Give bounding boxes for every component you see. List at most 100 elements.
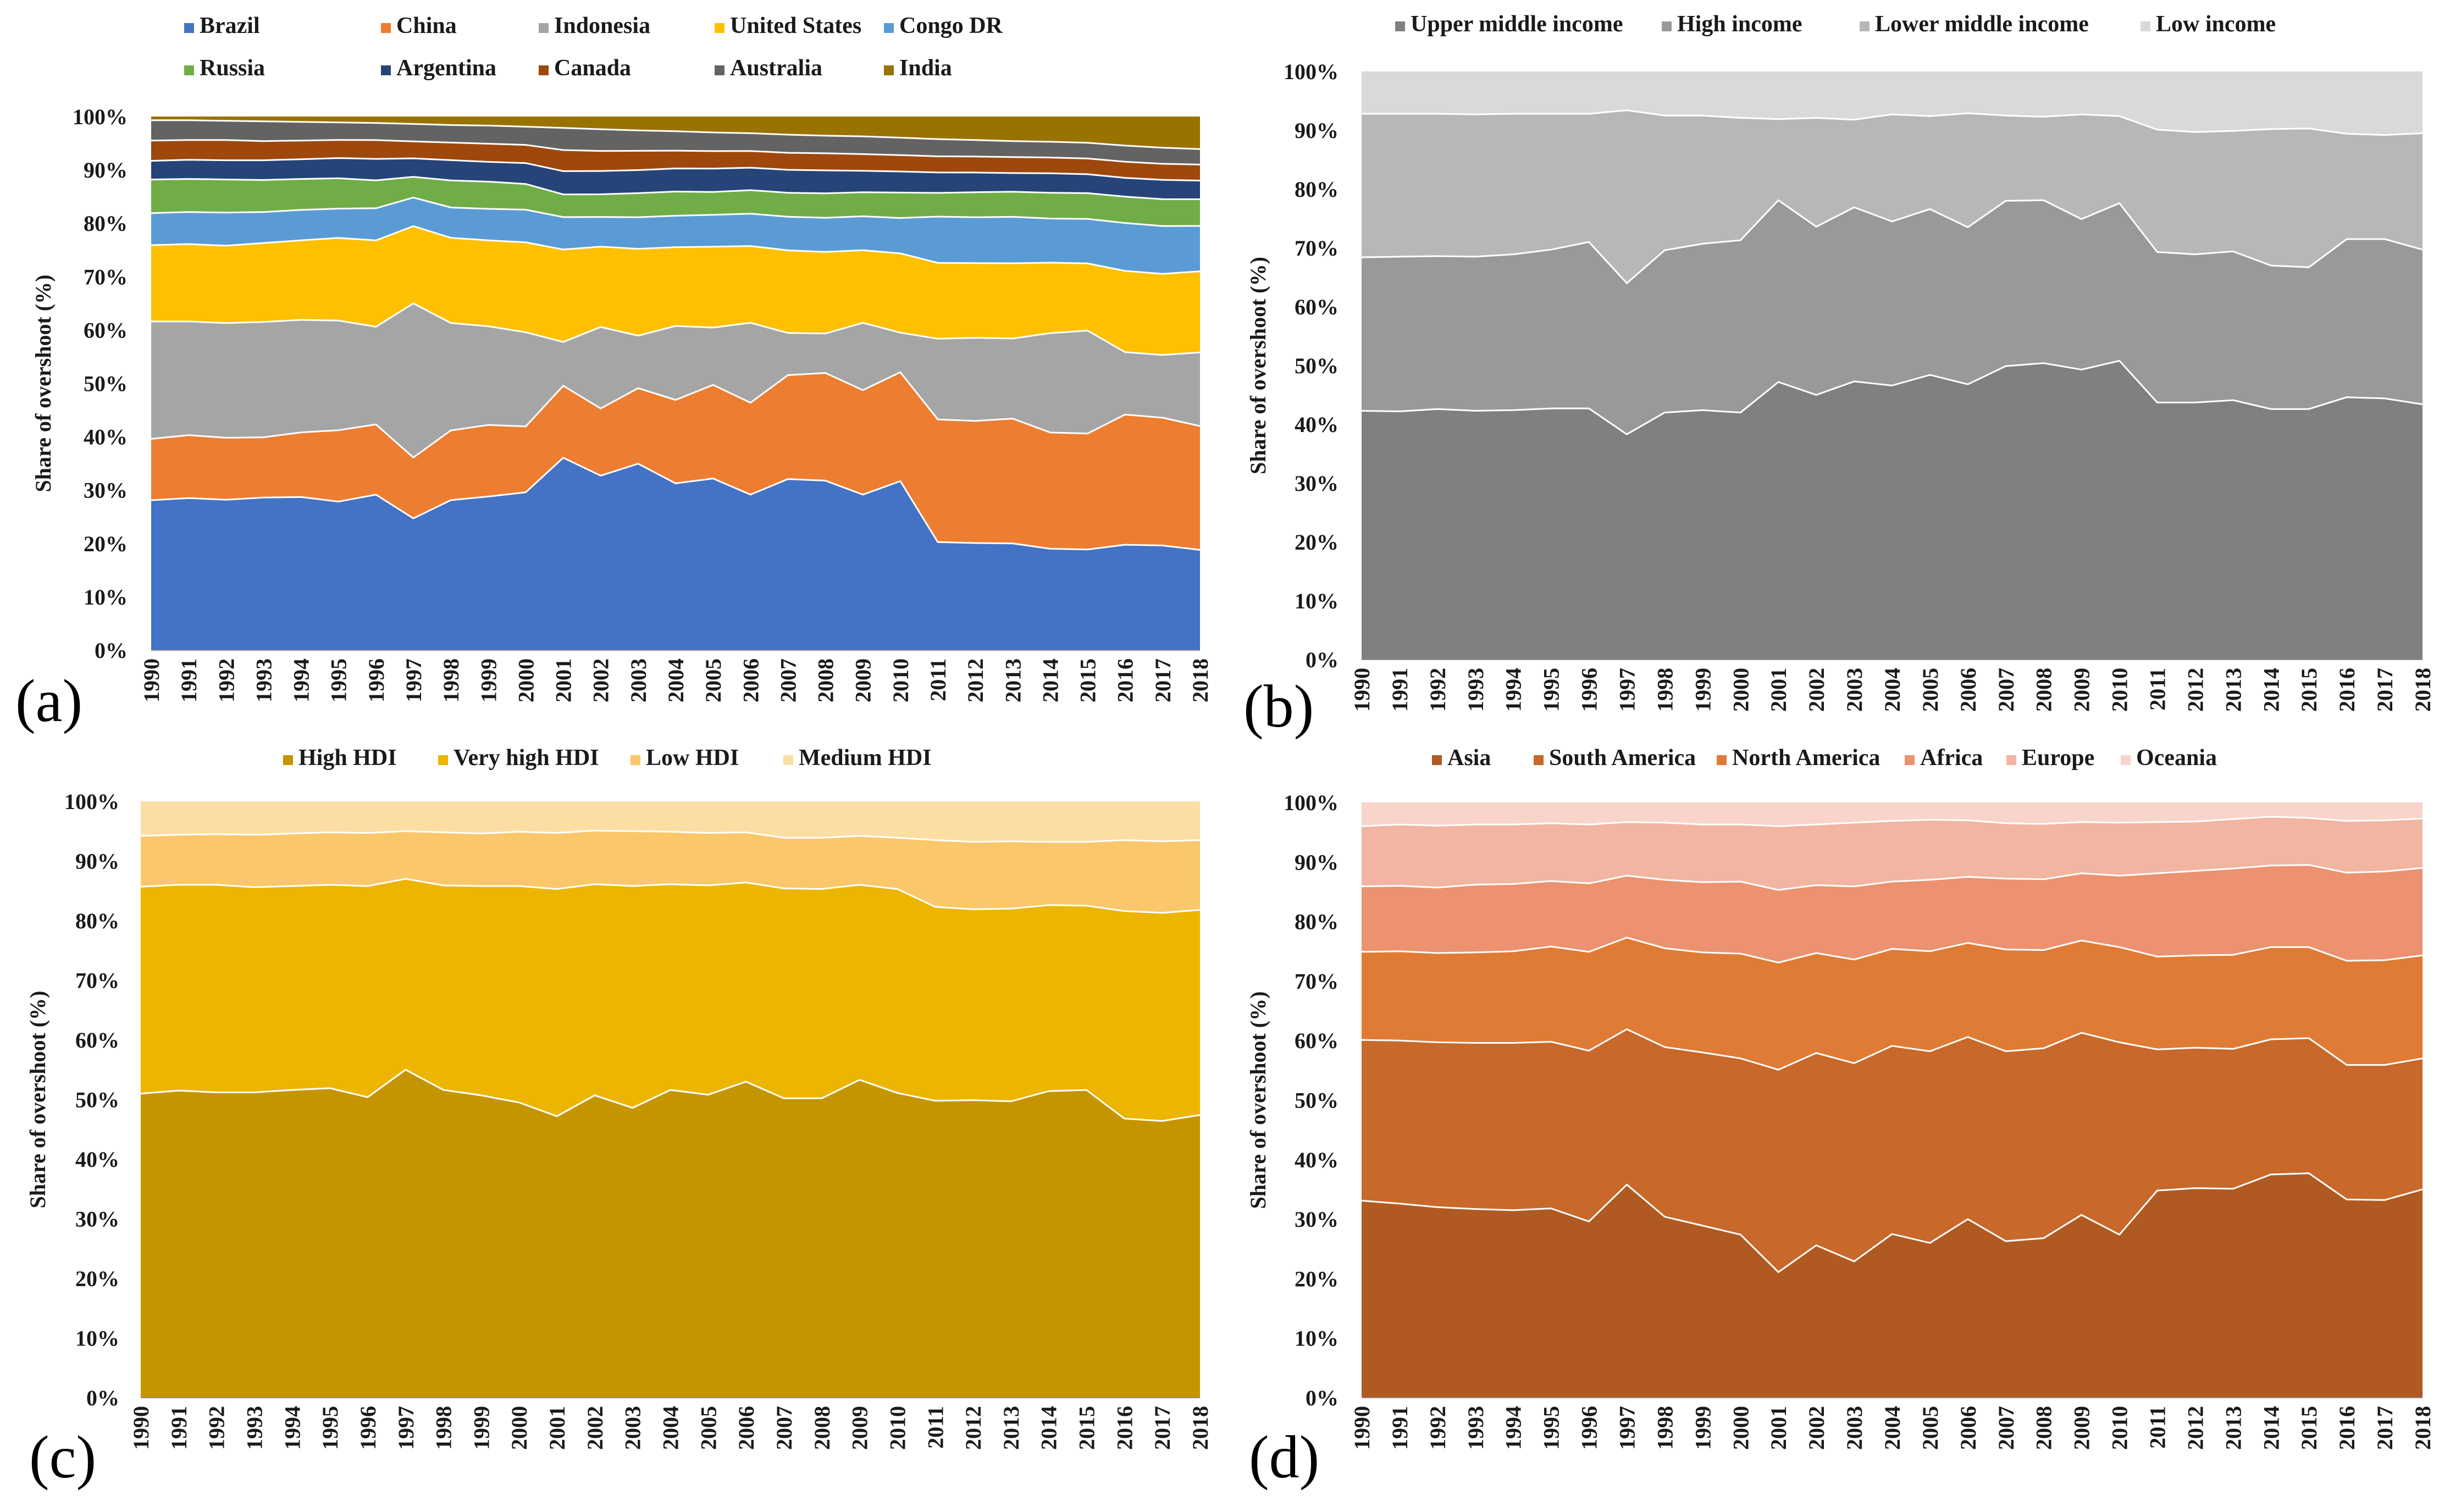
legend-item-medium-hdi: Medium HDI bbox=[783, 745, 932, 771]
area-d-oceania bbox=[1362, 802, 2423, 827]
x-tick-label: 2004 bbox=[1880, 668, 1905, 712]
y-axis-label: Share of overshoot (%) bbox=[1246, 257, 1270, 474]
x-tick-label: 1992 bbox=[214, 658, 239, 702]
x-tick-label: 2001 bbox=[551, 658, 576, 702]
x-tick-label: 2010 bbox=[888, 658, 913, 702]
x-tick-label: 2016 bbox=[1112, 1406, 1137, 1450]
legend-swatch bbox=[184, 65, 194, 75]
y-tick-label: 20% bbox=[1295, 1266, 1339, 1291]
x-tick-label: 2008 bbox=[814, 658, 838, 702]
x-tick-label: 2006 bbox=[734, 1406, 759, 1450]
legend-swatch bbox=[1395, 21, 1405, 31]
x-tick-label: 2016 bbox=[1113, 658, 1138, 702]
legend-swatch bbox=[715, 65, 725, 75]
x-tick-label: 1993 bbox=[242, 1406, 267, 1450]
legend-item-australia: Australia bbox=[715, 56, 822, 81]
x-tick-label: 2002 bbox=[583, 1406, 607, 1450]
x-tick-label: 1990 bbox=[1350, 668, 1374, 712]
x-tick-label: 2005 bbox=[696, 1406, 721, 1450]
y-tick-label: 60% bbox=[1295, 1028, 1339, 1053]
x-tick-label: 2014 bbox=[2259, 668, 2283, 712]
area-a-china bbox=[151, 372, 1200, 550]
divider-line bbox=[1361, 1028, 2423, 1071]
y-tick-label: 40% bbox=[84, 425, 128, 450]
legend-item-europe: Europe bbox=[2006, 745, 2094, 771]
x-tick-label: 2013 bbox=[999, 1406, 1024, 1450]
y-tick-label: 20% bbox=[75, 1266, 119, 1291]
legend-item-brazil: Brazil bbox=[184, 13, 260, 38]
x-tick-label: 1998 bbox=[432, 1406, 456, 1450]
divider-line bbox=[151, 157, 1201, 181]
y-tick-label: 90% bbox=[1295, 118, 1339, 143]
legend-item-asia: Asia bbox=[1432, 745, 1491, 771]
x-tick-label: 2009 bbox=[848, 1406, 872, 1450]
x-tick-label: 1999 bbox=[1690, 1406, 1715, 1450]
legend-swatch bbox=[1905, 755, 1915, 765]
x-tick-label: 2009 bbox=[2070, 1406, 2094, 1450]
x-tick-label: 1991 bbox=[1387, 1406, 1412, 1450]
legend-label: Africa bbox=[1920, 745, 1983, 771]
x-tick-label: 2014 bbox=[1037, 1406, 1061, 1450]
legend-label: Very high HDI bbox=[454, 745, 599, 771]
x-tick-label: 2018 bbox=[1188, 658, 1213, 702]
x-tick-label: 2002 bbox=[1804, 668, 1829, 712]
x-tick-label: 2010 bbox=[2108, 668, 2132, 712]
y-tick-label: 30% bbox=[84, 478, 128, 503]
y-tick-label: 70% bbox=[75, 968, 119, 993]
y-tick-label: 50% bbox=[1295, 353, 1339, 378]
area-c-medium-hdi bbox=[141, 801, 1200, 842]
legend-label: Russia bbox=[200, 56, 265, 81]
area-d-north-america bbox=[1362, 937, 2423, 1070]
y-tick-label: 10% bbox=[84, 585, 128, 610]
area-a-canada bbox=[151, 140, 1200, 181]
divider-line bbox=[1362, 109, 2423, 136]
x-tick-label: 1994 bbox=[280, 1406, 305, 1450]
divider-line bbox=[151, 176, 1201, 200]
x-tick-label: 2016 bbox=[2335, 1406, 2359, 1450]
x-tick-label: 1995 bbox=[1539, 668, 1564, 712]
x-tick-label: 2017 bbox=[2372, 1406, 2397, 1450]
x-tick-label: 1997 bbox=[1615, 1406, 1640, 1450]
x-tick-label: 2006 bbox=[1956, 1406, 1981, 1450]
x-tick-label: 2005 bbox=[1918, 668, 1943, 712]
y-tick-label: 20% bbox=[84, 531, 128, 556]
x-tick-label: 2007 bbox=[776, 658, 800, 702]
x-tick-label: 2000 bbox=[513, 658, 538, 702]
area-a-russia bbox=[151, 176, 1200, 226]
area-d-asia bbox=[1362, 1173, 2423, 1398]
y-tick-label: 100% bbox=[1284, 790, 1339, 815]
y-axis-label: Share of overshoot (%) bbox=[31, 275, 56, 492]
y-tick-label: 50% bbox=[1295, 1088, 1339, 1113]
x-tick-label: 1995 bbox=[318, 1406, 342, 1450]
y-tick-label: 90% bbox=[84, 158, 128, 182]
legend-swatch bbox=[381, 23, 391, 33]
y-tick-label: 40% bbox=[75, 1147, 119, 1172]
y-tick-label: 70% bbox=[84, 264, 128, 289]
x-tick-label: 2013 bbox=[2221, 1406, 2246, 1450]
y-axis-label: Share of overshoot (%) bbox=[25, 991, 50, 1209]
x-tick-label: 2011 bbox=[926, 658, 950, 701]
legend-label: India bbox=[899, 56, 952, 81]
x-tick-label: 1998 bbox=[1652, 1406, 1677, 1450]
area-b-low-income bbox=[1362, 71, 2423, 135]
panel-label-c: (c) bbox=[29, 1424, 96, 1491]
y-tick-label: 100% bbox=[64, 789, 119, 814]
legend-swatch bbox=[715, 23, 725, 33]
x-tick-label: 1991 bbox=[167, 1406, 191, 1450]
x-tick-label: 2008 bbox=[2032, 668, 2056, 712]
divider-line bbox=[151, 119, 1201, 150]
panel-b: 0% 10% 20% 30% 40% 50% 60% 70% 80% 90% 100% 1990 199… bbox=[1246, 12, 2435, 712]
y-tick-label: 0% bbox=[1306, 647, 1339, 672]
panel-c: 0% 10% 20% 30% 40% 50% 60% 70% 80% 90% 100% 1990 199… bbox=[25, 745, 1213, 1450]
x-tick-label: 2010 bbox=[885, 1406, 910, 1450]
y-tick-label: 50% bbox=[84, 372, 128, 396]
y-tick-label: 60% bbox=[75, 1028, 119, 1053]
x-tick-label: 1990 bbox=[1350, 1406, 1374, 1450]
area-d-south-america bbox=[1362, 1029, 2423, 1272]
y-tick-label: 30% bbox=[75, 1207, 119, 1232]
y-tick-label: 0% bbox=[1306, 1386, 1339, 1410]
panel-a: 0% 10% 20% 30% 40% 50% 60% 70% 80% 90% 100% 1990 199… bbox=[31, 13, 1213, 702]
y-tick-label: 10% bbox=[1295, 589, 1339, 613]
legend-item-indonesia: Indonesia bbox=[539, 13, 650, 38]
